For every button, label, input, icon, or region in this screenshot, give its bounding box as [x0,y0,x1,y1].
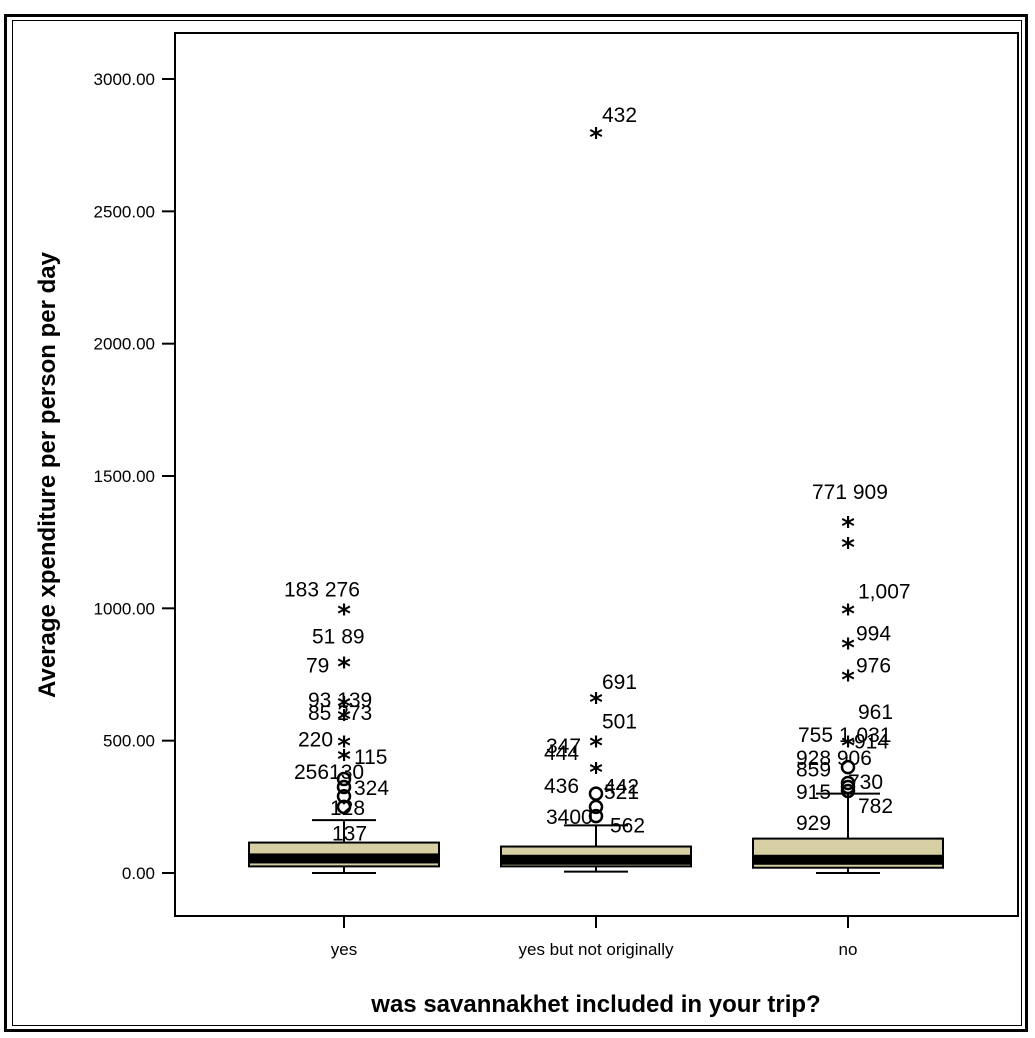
outlier-label: 3400 [546,806,593,829]
outlier-label: 432 [602,104,637,127]
median-line [753,854,943,865]
box-groups: yes******yes but not originally****no***… [248,123,944,959]
y-tick-label: 0.00 [122,864,155,883]
outlier-label: 85 273 [308,702,372,725]
box-group-no: no****** [752,512,944,959]
y-tick-label: 500.00 [103,732,155,751]
outlier-star: * [841,599,855,629]
outlier-star: * [841,732,855,762]
outlier-circle [336,771,352,787]
outlier-label: 730 [848,771,883,794]
outlier-circle [840,759,856,775]
outlier-label: 436 [544,775,579,798]
outlier-label: 1,007 [858,580,911,603]
outlier-label: 444 [544,742,579,765]
outlier-star: * [337,692,351,722]
outlier-label: 115 [354,746,387,769]
outlier-label: 562 [610,815,645,838]
outlier-label: 994 [856,623,891,646]
outlier-star: * [589,688,603,718]
box-group-yes: yes****** [248,599,440,959]
outlier-label: 929 [796,812,831,835]
x-category-label: yes but not originally [519,940,674,959]
outlier-label: 691 [602,671,637,694]
outlier-star: * [589,123,603,153]
y-tick-label: 3000.00 [94,70,155,89]
outlier-label: 501 [602,711,637,734]
outlier-label: 771 909 [812,481,888,504]
outlier-star: * [337,705,351,735]
outlier-star: * [337,652,351,682]
x-category-label: yes [331,940,357,959]
outlier-label: 976 [856,655,891,678]
outlier-label: 220 [298,729,333,752]
box-group-yes-but-not-originally: yes but not originally**** [500,123,692,959]
outlier-label: 51 89 [312,625,365,648]
outlier-circle [336,779,352,795]
median-line [501,854,691,865]
median-line [249,853,439,864]
outer-frame [4,14,1028,1032]
outlier-label: 79 [306,655,329,678]
outlier-star: * [841,533,855,563]
outlier-label: 755 1,031 [798,724,891,747]
outlier-label: 256130 [294,761,364,784]
outlier-label: 859 [796,758,831,781]
x-axis-title: was savannakhet included in your trip? [370,991,820,1018]
outlier-label: 324 [354,777,389,800]
outlier-star: * [841,512,855,542]
outlier-label: 782 [858,795,893,818]
outlier-circle [588,808,604,824]
y-tick-label: 2500.00 [94,202,155,221]
outlier-label: 183 276 [284,578,360,601]
outlier-label: 442 [604,776,639,799]
outlier-star: * [589,758,603,788]
outlier-star: * [589,732,603,762]
outlier-label: 915 [796,781,831,804]
outlier-star: * [841,634,855,664]
outlier-star: * [841,666,855,696]
x-category-label: no [839,940,858,959]
outlier-circle [336,788,352,804]
outlier-label: 521 [604,781,639,804]
outlier-label: 961 [858,701,893,724]
outlier-star: * [337,599,351,629]
y-tick-label: 2000.00 [94,335,155,354]
y-axis: 0.00 500.00 1000.00 1500.00 2000.00 2500.00 30… [94,70,175,883]
outlier-star: * [337,732,351,762]
y-tick-label: 1500.00 [94,467,155,486]
y-tick-label: 1000.00 [94,599,155,618]
outlier-circle [336,799,352,815]
y-axis-title: Average xpenditure per person per day [34,251,61,698]
outlier-circle [840,775,856,791]
outlier-label: 93 139 [308,689,372,712]
outlier-label: 914 [854,731,889,754]
outlier-label: 137 [332,823,367,846]
outlier-star: * [337,745,351,775]
outlier-circle [588,786,604,801]
outlier-label: 128 [330,797,365,820]
outlier-label: 928 906 [796,747,872,770]
outlier-label: 347 [546,735,581,758]
inner-frame [12,20,1022,1026]
